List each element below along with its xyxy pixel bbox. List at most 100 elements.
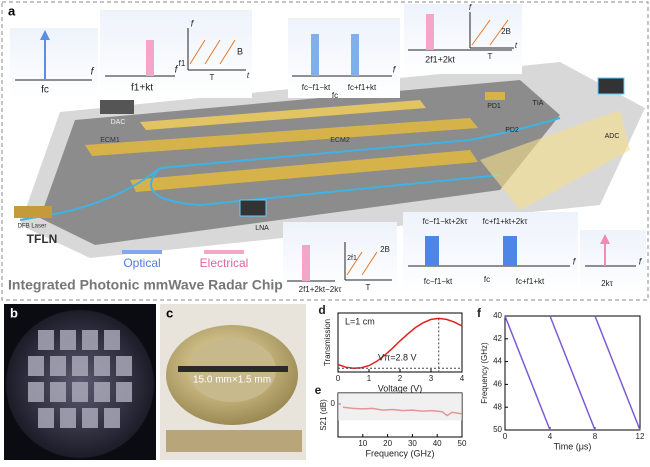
x-tick-label: 4 [460,374,465,383]
dac-chip [100,100,134,114]
data-line [504,315,641,431]
diagram-label: 2B [380,245,390,254]
y-tick-label: 0 [331,399,336,408]
panel-b-photo [4,304,156,460]
inset [283,222,397,294]
x-tick-label: 30 [408,439,417,448]
diagram-label: PD1 [487,103,501,110]
inset [404,4,522,74]
x-tick-label: 8 [593,432,598,441]
x-tick-label: 0 [503,432,508,441]
x-tick-label: 3 [429,374,434,383]
x-tick-label: 10 [358,439,367,448]
y-tick-label: 46 [493,380,502,389]
diagram-label: f [175,65,179,76]
diagram-label: B [237,46,243,56]
diagram-label: 2kτ [601,279,613,288]
electrode [140,100,426,130]
x-tick-label: 50 [458,439,467,448]
panel-a-art [1,1,649,301]
waveguide [19,117,561,221]
diagram-label: fc+f1+kt [348,83,377,92]
diagram-label: f [191,18,195,28]
y-tick-label: 44 [493,357,502,366]
chip [178,366,288,372]
y-tick-label: 42 [493,334,502,343]
tone [426,14,434,50]
annotation: Vπ=2.8 V [378,352,416,362]
diagram-label: ECM2 [330,137,350,144]
lna-chip [239,199,267,217]
arrow-head [40,30,50,40]
panel-label: b [10,305,18,320]
diagram-label: LNA [255,225,269,232]
figure-title: Integrated Photonic mmWave Radar Chip [8,277,283,293]
inset [580,230,646,294]
panel-label: c [166,305,173,320]
arrow-head [600,234,610,244]
x-tick-label: 0 [336,374,341,383]
panel-c-photo [160,304,306,460]
adc-chip [597,77,625,95]
diagram-label: 2f1 [347,255,357,262]
diagram-label: f [91,67,95,78]
diagram-label: f [573,256,577,266]
y-axis-label: Frequency (GHz) [480,342,489,404]
inset [10,28,98,98]
x-axis-label: Voltage (V) [378,383,423,393]
x-tick-label: 2 [398,374,403,383]
panel-border [1,1,649,301]
diagram-label: T [488,52,493,61]
diagram-label: TFLN [27,232,58,246]
y-tick-label: 50 [493,425,502,434]
x-tick-label: 1 [367,374,372,383]
diagram-label: fc+f1+kt [516,277,545,286]
y-axis-label: S21 (dB) [319,399,328,431]
diagram-label: fc−f1−kt [424,277,453,286]
diagram-label: 2B [501,27,511,36]
inset [100,10,252,98]
diagram-label: TIA [533,100,544,107]
diagram-label: a [8,3,16,18]
dimension-label: 15.0 mm×1.5 mm [193,375,271,386]
diagram-label: fc−f1−kt+2kτ [423,217,469,226]
diagram-label: DFB Laser [18,224,47,230]
x-tick-label: 12 [636,432,645,441]
y-axis-label: Transmission [323,319,332,366]
tone [146,40,154,76]
diagram-label: f [639,256,643,266]
x-axis-label: Frequency (GHz) [365,448,434,458]
x-tick-label: 4 [548,432,553,441]
panel-label: f [477,306,482,320]
electrode [85,118,478,156]
diagram-label: fc [332,91,338,100]
diagram-label: 2f1+2kt [425,54,455,64]
laser [14,206,52,218]
diagram-label: Electrical [200,256,249,270]
diagram-label: DAC [111,119,126,126]
tone [302,245,310,281]
diagram-label: fc+f1+kt+2kτ [483,217,529,226]
diagram-label: PD2 [505,127,519,134]
diagram-label: ECM1 [100,137,120,144]
diagram-label: T [366,283,371,292]
x-tick-label: 20 [383,439,392,448]
diagram-label: 2f1+2kt−2kτ [299,285,343,294]
diagram-label: fc−f1−kt [302,83,331,92]
annotation: L=1 cm [345,316,375,326]
chip-closeup [166,430,302,452]
tone [425,236,439,266]
inset [288,18,400,98]
diagram-label: f [393,64,397,74]
y-tick-label: 48 [493,402,502,411]
tone [311,34,319,76]
beam [480,110,630,210]
diagram-label: ADC [605,133,620,140]
tone [503,236,517,266]
panel-label: e [315,383,322,397]
electrode [130,150,478,192]
y-tick-label: 40 [493,311,502,320]
diagram-label: t [247,71,250,80]
pd [485,92,505,100]
panel-label: d [318,303,325,317]
